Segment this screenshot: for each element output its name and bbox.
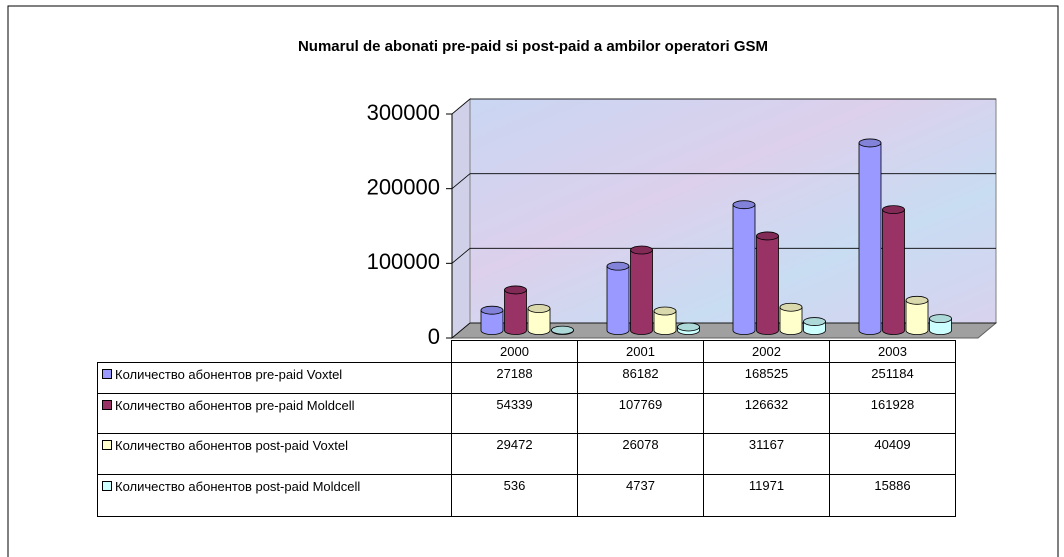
value-cell: 27188	[451, 362, 578, 394]
chart-title: Numarul de abonati pre-paid si post-paid…	[298, 38, 768, 55]
legend-swatch	[102, 440, 112, 450]
bar-top	[803, 317, 826, 326]
bar-top	[756, 231, 779, 241]
grid-line-side	[451, 248, 471, 264]
legend-swatch	[102, 481, 112, 491]
bar-top	[905, 295, 929, 305]
y-tick-label: 200000	[367, 174, 440, 199]
bar	[858, 138, 882, 335]
grid-line-side	[451, 173, 471, 189]
bar-body	[630, 249, 653, 335]
bar-body	[480, 309, 504, 335]
bar-top	[653, 306, 677, 316]
bar-body	[756, 235, 779, 335]
data-table: 2000 2001 2002 2003 Количество абонентов pre…	[97, 340, 956, 517]
table-row: Количество абонентов post-paid Moldcell 5…	[97, 474, 956, 517]
legend-swatch	[102, 400, 112, 410]
bar	[551, 325, 574, 335]
bar-top	[732, 200, 756, 210]
table-row: Количество абонентов post-paid Voxtel 294…	[97, 433, 956, 475]
bar-body	[527, 308, 551, 335]
bar	[756, 231, 779, 335]
bar-top	[779, 302, 803, 312]
value-cell: 15886	[829, 474, 956, 517]
value-cell: 251184	[829, 362, 956, 394]
table-row: Количество абонентов pre-paid Moldcell 54…	[97, 393, 956, 434]
value-cell: 29472	[451, 433, 578, 475]
grid-line-side	[451, 98, 471, 115]
legend-cell: Количество абонентов post-paid Voxtel	[97, 433, 452, 475]
value-cell: 168525	[703, 362, 830, 394]
bar-top	[551, 325, 574, 335]
side-wall	[451, 97, 471, 340]
value-cell: 54339	[451, 393, 578, 434]
legend-label: Количество абонентов pre-paid Moldcell	[115, 398, 355, 413]
bar	[480, 305, 504, 335]
x-tick-label: 2000	[451, 340, 578, 363]
y-tick-label: 0	[428, 324, 440, 349]
y-tick-label: 300000	[367, 100, 440, 125]
bar	[929, 314, 952, 335]
value-cell: 11971	[703, 474, 830, 517]
chart-frame	[7, 5, 1059, 557]
bar-body	[779, 306, 803, 335]
bar-top	[480, 305, 504, 315]
table-row: Количество абонентов pre-paid Voxtel 2718…	[97, 362, 956, 394]
value-cell: 536	[451, 474, 578, 517]
value-cell: 31167	[703, 433, 830, 475]
value-cell: 126632	[703, 393, 830, 434]
bar	[882, 205, 905, 335]
bar	[905, 295, 929, 335]
value-cell: 161928	[829, 393, 956, 434]
bar	[630, 245, 653, 335]
legend-cell: Количество абонентов pre-paid Voxtel	[97, 362, 452, 394]
value-cell: 86182	[577, 362, 704, 394]
bar-top	[858, 138, 882, 148]
bar	[779, 302, 803, 335]
bar	[803, 317, 826, 335]
bar-body	[929, 318, 952, 335]
x-tick-label: 2002	[703, 340, 830, 363]
bar-body	[606, 265, 630, 335]
bar	[606, 261, 630, 335]
grid-line-side	[451, 322, 471, 339]
bar-top	[630, 245, 653, 255]
bar-body	[504, 289, 527, 335]
bar-top	[606, 261, 630, 271]
value-cell: 26078	[577, 433, 704, 475]
bar-body	[858, 142, 882, 335]
corner-cell	[98, 341, 452, 363]
bar-body	[882, 209, 905, 335]
legend-label: Количество абонентов pre-paid Voxtel	[115, 367, 343, 382]
bar-body	[732, 204, 756, 335]
bar	[653, 306, 677, 335]
y-tick-label: 100000	[367, 249, 440, 274]
value-cell: 40409	[829, 433, 956, 475]
bar	[504, 285, 527, 335]
bar-top	[504, 285, 527, 295]
legend-cell: Количество абонентов post-paid Moldcell	[97, 474, 452, 517]
bar-top	[677, 322, 700, 332]
bar-body	[653, 310, 677, 335]
legend-cell: Количество абонентов pre-paid Moldcell	[97, 393, 452, 434]
bar-top	[527, 304, 551, 313]
bar	[527, 304, 551, 335]
bar	[677, 322, 700, 335]
legend-label: Количество абонентов post-paid Voxtel	[115, 438, 348, 453]
bar-top	[929, 314, 952, 324]
x-tick-label: 2003	[829, 340, 956, 363]
bar-top	[882, 205, 905, 214]
legend-swatch	[102, 369, 112, 379]
bar-body	[905, 299, 929, 335]
legend-label: Количество абонентов post-paid Moldcell	[115, 479, 361, 494]
value-cell: 4737	[577, 474, 704, 517]
header-row: 2000 2001 2002 2003	[98, 340, 956, 363]
bar	[732, 200, 756, 335]
value-cell: 107769	[577, 393, 704, 434]
x-tick-label: 2001	[577, 340, 704, 363]
